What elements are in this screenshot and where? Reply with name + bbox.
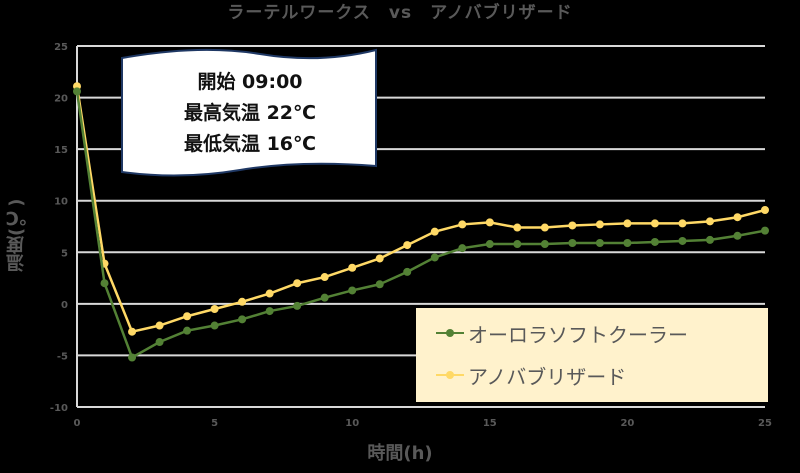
data-point bbox=[155, 338, 164, 347]
legend-item-aurora: オーロラソフトクーラー bbox=[436, 318, 688, 348]
legend-label: アノバブリザード bbox=[468, 364, 627, 389]
y-tick-label: -10 bbox=[50, 403, 68, 414]
data-point bbox=[568, 221, 577, 230]
x-tick-label: 0 bbox=[74, 418, 81, 429]
data-point bbox=[540, 240, 549, 249]
x-tick-label: 20 bbox=[620, 418, 634, 429]
data-point bbox=[210, 305, 219, 314]
data-point bbox=[761, 205, 769, 214]
data-point bbox=[430, 253, 439, 262]
data-point bbox=[155, 321, 164, 330]
data-point bbox=[540, 223, 549, 232]
series-line bbox=[75, 91, 766, 360]
series-line bbox=[75, 86, 766, 334]
annotation-banner-shape bbox=[121, 48, 377, 177]
legend-label: オーロラソフトクーラー bbox=[468, 322, 688, 347]
data-point bbox=[375, 254, 384, 263]
annotation-max-temp: 最高気温 22℃ bbox=[183, 102, 317, 124]
data-point bbox=[485, 240, 494, 249]
data-point bbox=[678, 219, 687, 228]
data-point bbox=[183, 312, 192, 321]
annotation-banner: 開始 09:00 最高気温 22℃ 最低気温 16℃ bbox=[135, 63, 365, 167]
y-tick-label: 10 bbox=[54, 197, 68, 208]
data-point bbox=[403, 241, 412, 250]
data-point bbox=[705, 217, 714, 226]
x-tick-label: 25 bbox=[758, 418, 772, 429]
data-point bbox=[293, 279, 302, 288]
data-point bbox=[705, 235, 714, 244]
data-point bbox=[403, 267, 412, 276]
data-point bbox=[238, 315, 247, 324]
data-point bbox=[320, 293, 329, 302]
series-aurora bbox=[73, 87, 769, 362]
y-tick-label: 20 bbox=[54, 94, 68, 105]
data-point bbox=[128, 327, 137, 336]
data-point bbox=[458, 220, 467, 229]
data-point bbox=[320, 273, 329, 282]
data-point bbox=[210, 321, 219, 330]
data-point bbox=[513, 223, 522, 232]
data-point bbox=[678, 236, 687, 245]
data-point bbox=[265, 307, 274, 316]
data-point bbox=[513, 240, 522, 249]
x-axis-label: 時間(h) bbox=[367, 443, 433, 464]
x-tick-label: 10 bbox=[345, 418, 359, 429]
data-point bbox=[568, 239, 577, 248]
data-point bbox=[293, 301, 302, 310]
data-point bbox=[733, 231, 742, 240]
data-point bbox=[348, 263, 357, 272]
data-point bbox=[733, 213, 742, 222]
y-tick-label: 25 bbox=[54, 42, 68, 53]
data-point bbox=[623, 239, 632, 248]
data-point bbox=[761, 226, 769, 235]
data-point bbox=[485, 218, 494, 227]
data-point bbox=[650, 219, 659, 228]
x-tick-label: 15 bbox=[483, 418, 497, 429]
data-point bbox=[430, 227, 439, 236]
data-point bbox=[595, 220, 604, 229]
chart-title: ラーテルワークス vs アノバブリザード bbox=[227, 3, 573, 23]
legend-marker-green-icon bbox=[436, 327, 464, 339]
data-point bbox=[458, 244, 467, 253]
y-axis-ticks: 25 20 15 10 5 0 -5 -10 bbox=[50, 42, 68, 414]
data-point bbox=[238, 297, 247, 306]
y-tick-label: 15 bbox=[54, 145, 68, 156]
data-point bbox=[623, 219, 632, 228]
x-axis-ticks: 0 5 10 15 20 25 bbox=[74, 418, 772, 429]
data-point bbox=[650, 237, 659, 246]
annotation-min-temp: 最低気温 16℃ bbox=[183, 133, 317, 155]
data-point bbox=[73, 87, 81, 96]
annotation-start-time: 開始 09:00 bbox=[197, 71, 303, 93]
data-point bbox=[100, 279, 109, 288]
legend-marker-yellow-icon bbox=[436, 369, 464, 381]
data-point bbox=[375, 280, 384, 289]
data-point bbox=[595, 239, 604, 248]
y-axis-label: 温度(℃) bbox=[6, 198, 27, 272]
y-tick-label: -5 bbox=[57, 351, 68, 362]
x-tick-label: 5 bbox=[211, 418, 218, 429]
chart-legend: オーロラソフトクーラー アノバブリザード bbox=[416, 308, 768, 402]
y-tick-label: 5 bbox=[61, 248, 68, 259]
data-series bbox=[73, 82, 769, 362]
data-point bbox=[128, 353, 137, 362]
data-point bbox=[348, 286, 357, 295]
data-point bbox=[183, 326, 192, 335]
legend-item-anova: アノバブリザード bbox=[436, 360, 626, 390]
y-tick-label: 0 bbox=[61, 300, 68, 311]
data-point bbox=[265, 289, 274, 298]
